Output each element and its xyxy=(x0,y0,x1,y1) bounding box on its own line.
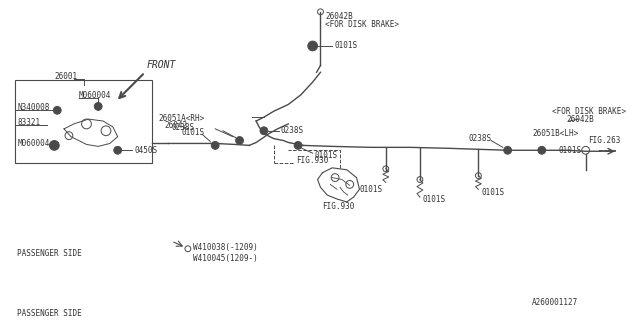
Text: M060004: M060004 xyxy=(17,139,50,148)
Text: FIG.930: FIG.930 xyxy=(296,156,328,165)
Circle shape xyxy=(538,146,546,154)
Text: N340008: N340008 xyxy=(17,103,50,112)
Text: 26042: 26042 xyxy=(164,121,188,131)
Text: 0238S: 0238S xyxy=(468,134,492,143)
Circle shape xyxy=(49,140,59,150)
Text: 0101S: 0101S xyxy=(315,151,338,160)
Text: 26051A<RH>: 26051A<RH> xyxy=(159,114,205,123)
Text: 0101S: 0101S xyxy=(558,146,582,155)
Text: 0101S: 0101S xyxy=(481,188,504,197)
Text: 0101S: 0101S xyxy=(360,185,383,194)
Text: 83321: 83321 xyxy=(17,117,40,126)
Text: FIG.263: FIG.263 xyxy=(589,136,621,145)
Circle shape xyxy=(53,107,61,114)
Text: 26042B: 26042B xyxy=(566,115,594,124)
Text: 0238S: 0238S xyxy=(172,123,195,132)
Circle shape xyxy=(211,141,219,149)
Text: PASSENGER SIDE: PASSENGER SIDE xyxy=(17,309,82,318)
Circle shape xyxy=(260,127,268,135)
Circle shape xyxy=(294,141,302,149)
Text: <FOR DISK BRAKE>: <FOR DISK BRAKE> xyxy=(552,107,625,116)
Text: W410045(1209-): W410045(1209-) xyxy=(193,254,257,263)
Circle shape xyxy=(504,146,511,154)
Text: M060004: M060004 xyxy=(79,91,111,100)
Text: 0450S: 0450S xyxy=(134,146,157,155)
Text: <FOR DISK BRAKE>: <FOR DISK BRAKE> xyxy=(325,20,399,29)
Text: W410038(-1209): W410038(-1209) xyxy=(193,243,257,252)
Text: PASSENGER SIDE: PASSENGER SIDE xyxy=(17,249,82,258)
Text: 0101S: 0101S xyxy=(423,195,446,204)
Circle shape xyxy=(308,41,317,51)
Text: FIG.930: FIG.930 xyxy=(323,202,355,211)
Bar xyxy=(15,80,152,163)
Text: FRONT: FRONT xyxy=(147,60,176,70)
Text: A260001127: A260001127 xyxy=(532,298,579,307)
Circle shape xyxy=(236,137,243,144)
Text: 0101S: 0101S xyxy=(181,128,204,137)
Text: 0101S: 0101S xyxy=(334,42,357,51)
Circle shape xyxy=(94,102,102,110)
Text: 26001: 26001 xyxy=(54,72,77,81)
Circle shape xyxy=(114,146,122,154)
Text: 0238S: 0238S xyxy=(280,126,303,135)
Text: 26051B<LH>: 26051B<LH> xyxy=(532,129,579,138)
Text: 26042B: 26042B xyxy=(325,12,353,21)
